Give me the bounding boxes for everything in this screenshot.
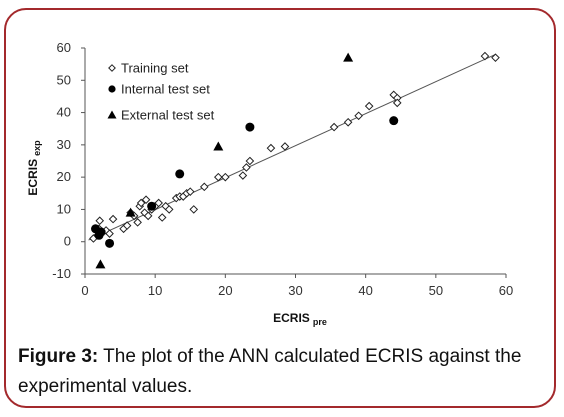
training-point [329,122,339,132]
training-point [154,198,163,208]
y-tick-label: 60 [57,40,71,55]
training-point [143,211,153,221]
internal-test-point [245,122,255,132]
legend-training-marker [108,64,116,72]
training-point [95,216,105,226]
caption-label: Figure 3: [18,346,99,367]
training-point [133,218,142,227]
internal-test-point [175,169,185,179]
internal-test-point [105,238,115,248]
figure-caption: Figure 3: The plot of the ANN calculated… [18,342,538,402]
internal-test-point [96,227,106,237]
training-point [245,156,255,166]
training-point [108,214,118,224]
axes: 0 10 20 30 40 50 60 -10 0 10 20 30 40 50 60 [52,40,513,298]
scatter-chart: 0 10 20 30 40 50 60 -10 0 10 20 30 40 50 60 Training s… [26,40,513,327]
training-point [280,142,290,151]
training-point [266,143,276,153]
x-tick-label: 0 [81,283,88,298]
y-tick-label: 50 [57,72,71,87]
y-tick-label: 10 [57,201,71,216]
training-point [199,182,209,192]
training-point [122,221,132,230]
training-point [189,205,199,214]
y-tick-label: -10 [52,266,71,281]
training-point [105,229,114,238]
training-point [136,198,146,208]
x-axis-title: ECRIS pre [273,311,327,327]
x-tick-label: 10 [148,283,162,298]
training-point [214,172,223,182]
x-tick-label: 60 [499,283,513,298]
training-point [157,213,167,222]
legend-training-label: Training set [121,61,189,76]
y-tick-label: 40 [57,105,71,120]
training-point [185,187,195,196]
legend-external-marker [107,110,117,119]
training-point [480,51,490,61]
training-point [141,195,151,205]
external-test-point [343,52,354,62]
training-point [364,101,374,111]
external-test-point [125,207,136,217]
y-axis-title: ECRISexp [26,140,42,196]
figure-frame [4,8,556,408]
legend-internal-marker [108,85,116,93]
legend-internal-label: Internal test set [121,82,210,97]
external-test-point [95,259,106,269]
internal-test-point [147,201,157,211]
caption-text: The plot of the ANN calculated ECRIS aga… [18,346,522,397]
training-point [164,205,174,214]
external-test-point [213,141,224,151]
training-point [354,111,363,121]
y-tick-label: 0 [64,234,71,249]
legend-external-label: External test set [121,108,215,123]
x-tick-label: 40 [358,283,372,298]
legend: Training set Internal test set External te… [107,61,215,123]
x-tick-label: 30 [288,283,302,298]
points-layer [89,51,500,269]
training-point [343,117,353,127]
training-point [242,163,251,172]
internal-test-point [389,116,399,126]
training-point [491,53,500,62]
training-point [238,171,248,180]
training-point [221,172,230,182]
y-tick-label: 30 [57,137,71,152]
x-tick-label: 20 [218,283,232,298]
x-tick-label: 50 [429,283,443,298]
y-tick-label: 20 [57,169,71,184]
training-point [392,98,402,108]
